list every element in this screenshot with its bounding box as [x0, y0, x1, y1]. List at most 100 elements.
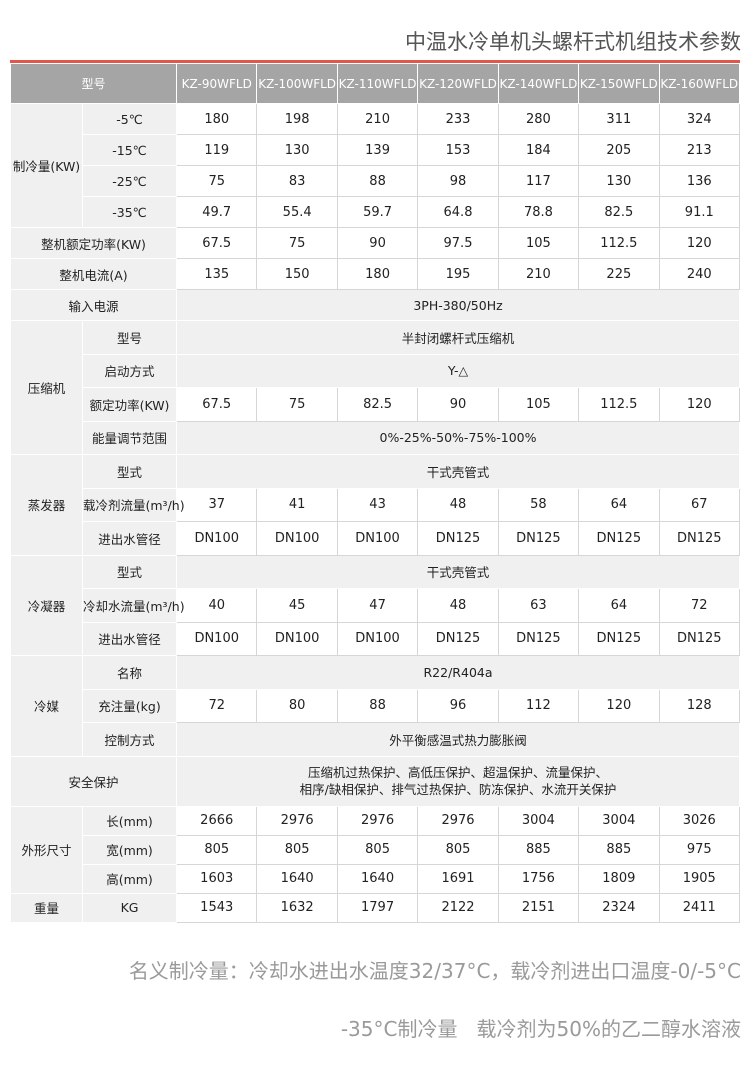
cell: 105 [497, 387, 580, 422]
group-label: 冷凝器 [10, 554, 83, 656]
group-label: 制冷量(KW) [10, 103, 83, 228]
row-label: 长(mm) [81, 805, 178, 836]
cell: 120 [658, 227, 741, 259]
cell: 72 [176, 688, 258, 723]
cell: 136 [658, 165, 741, 197]
cell: 240 [658, 258, 741, 290]
cell: 58 [497, 487, 580, 522]
spec-row: 进出水管径 DN100 DN100 DN100 DN125 DN125 DN125 DN125 [11, 621, 741, 656]
cell: 3004 [497, 805, 580, 836]
cell: 72 [658, 588, 741, 623]
spec-row: 冷媒 名称 R22/R404a [10, 655, 740, 757]
row-label: 能量调节范围 [81, 420, 178, 455]
row-label: 型号 [81, 320, 178, 355]
row-label: 输入电源 [9, 289, 178, 321]
cell: 311 [578, 103, 660, 135]
cell: 2411 [658, 892, 741, 923]
row-label: 型式 [81, 554, 178, 589]
cell: 82.5 [336, 387, 419, 422]
cell: 112.5 [578, 227, 660, 259]
cell: DN100 [176, 521, 258, 556]
spec-row: 进出水管径 DN100 DN100 DN100 DN125 DN125 DN125 DN125 [11, 521, 741, 556]
cell: 64.8 [417, 196, 499, 228]
cell: 1543 [176, 892, 258, 923]
row-label: 进出水管径 [81, 621, 178, 656]
spec-row: 整机额定功率(KW) 67.5 75 90 97.5 105 112.5 120 [9, 227, 741, 259]
cell: 67 [658, 487, 741, 522]
cell: 78.8 [497, 196, 580, 228]
cell: DN100 [256, 521, 338, 556]
group-label: 重量 [10, 892, 83, 923]
cell: 975 [658, 834, 741, 865]
merged-cell: 压缩机过热保护、高低压保护、超温保护、流量保护、 相序/缺相保护、排气过热保护、防… [176, 755, 740, 807]
row-label: 额定功率(KW) [81, 387, 178, 422]
row-label: -15℃ [81, 134, 178, 166]
cell: DN125 [578, 621, 660, 656]
cell: 112.5 [578, 387, 660, 422]
cell: 67.5 [176, 227, 258, 259]
cell: 3004 [578, 805, 660, 836]
cell: 48 [417, 588, 499, 623]
spec-row: 控制方式 外平衡感温式热力膨胀阀 [11, 722, 740, 757]
row-label: 名称 [81, 655, 178, 690]
row-label: 进出水管径 [81, 521, 178, 556]
spec-body: 型号 KZ-90WFLD KZ-100WFLD KZ-110WFLD KZ-120WFL… [9, 63, 741, 923]
cell: DN100 [176, 621, 258, 656]
spec-row: 能量调节范围 0%-25%-50%-75%-100% [11, 420, 740, 455]
cell: 64 [578, 487, 660, 522]
merged-cell: 干式壳管式 [176, 554, 740, 589]
cell: 1809 [578, 863, 660, 894]
merged-cell: 干式壳管式 [176, 454, 740, 489]
cell: 1640 [336, 863, 419, 894]
cell: 88 [336, 688, 419, 723]
cell: 805 [256, 834, 338, 865]
cell: DN125 [658, 621, 741, 656]
cell: 119 [176, 134, 258, 166]
cell: 184 [497, 134, 580, 166]
group-label: 压缩机 [10, 320, 83, 455]
cell: DN125 [578, 521, 660, 556]
group-label: 外形尺寸 [10, 805, 83, 894]
merged-cell: 半封闭螺杆式压缩机 [176, 320, 740, 355]
cell: 41 [256, 487, 338, 522]
model-name: KZ-160WFLD [658, 63, 741, 104]
spec-row: 重量 KG 1543 1632 1797 2122 2151 2324 2411 [10, 892, 741, 923]
spec-row: 输入电源 3PH-380/50Hz [9, 289, 740, 321]
cell: 885 [497, 834, 580, 865]
cell: 805 [336, 834, 419, 865]
row-label: 安全保护 [9, 755, 178, 807]
cell: 45 [256, 588, 338, 623]
cell: 1797 [336, 892, 419, 923]
cell: 75 [256, 227, 338, 259]
cell: 205 [578, 134, 660, 166]
spec-row: 充注量(kg) 72 80 88 96 112 120 128 [11, 688, 741, 723]
merged-cell: Y-△ [176, 353, 740, 388]
page: 中温水冷单机头螺杆式机组技术参数 型号 KZ-90WFLD KZ-100WFLD KZ… [9, 30, 741, 1041]
cell: 75 [256, 387, 338, 422]
cell: 91.1 [658, 196, 741, 228]
merged-line: 相序/缺相保护、排气过热保护、防冻保护、水流开关保护 [299, 782, 617, 797]
cell: 2666 [176, 805, 258, 836]
cell: 128 [658, 688, 741, 723]
row-label: 整机额定功率(KW) [9, 227, 178, 259]
spec-row: 冷却水流量(m³/h) 40 45 47 48 63 64 72 [11, 588, 741, 623]
cell: 67.5 [176, 387, 258, 422]
merged-cell: R22/R404a [176, 655, 740, 690]
model-name: KZ-90WFLD [176, 63, 258, 104]
spec-row: 蒸发器 型式 干式壳管式 [10, 454, 740, 556]
cell: 90 [336, 227, 419, 259]
cell: DN125 [417, 621, 499, 656]
cell: 180 [176, 103, 258, 135]
spec-row: -15℃ 119 130 139 153 184 205 213 [11, 134, 741, 166]
title-rule [10, 60, 740, 63]
row-label: 型式 [81, 454, 178, 489]
cell: 1632 [256, 892, 338, 923]
cell: 198 [256, 103, 338, 135]
cell: 83 [256, 165, 338, 197]
cell: 47 [336, 588, 419, 623]
row-label: -5℃ [81, 103, 178, 135]
cell: 1905 [658, 863, 741, 894]
cell: 195 [417, 258, 499, 290]
model-name: KZ-100WFLD [256, 63, 338, 104]
spec-row: 安全保护 压缩机过热保护、高低压保护、超温保护、流量保护、 相序/缺相保护、排气过热… [9, 755, 740, 807]
